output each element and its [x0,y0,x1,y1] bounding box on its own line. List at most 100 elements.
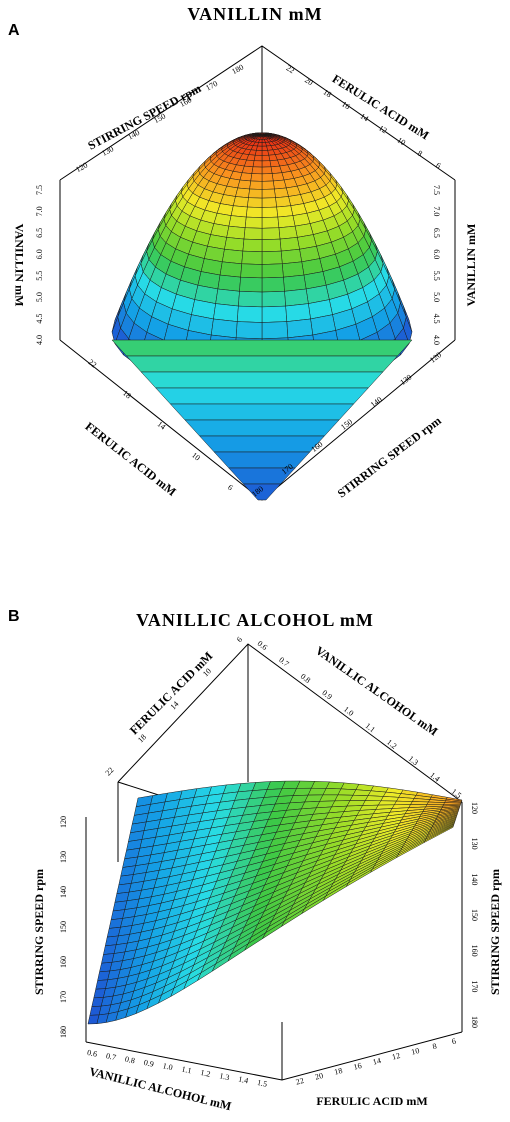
surface-cell [349,794,369,801]
left-tick-2: 140 [59,886,68,898]
surface-cell [270,165,283,174]
surface-cell [271,172,285,182]
surface-cell [239,276,263,293]
bottom-left-tick-6: 1.2 [200,1068,212,1079]
bottom-right-tick-4: 140 [369,395,384,409]
top-right-tick-8: 1.4 [428,770,441,783]
surface-cell [423,825,454,844]
surface-cell [248,188,263,199]
surface-cell [261,154,271,162]
surface-cell [238,291,263,308]
surface-front-band [126,355,398,373]
right-z-tick-4: 5.5 [432,271,441,281]
surface-cell [239,172,253,182]
right-z-tick-3: 6.0 [432,249,441,259]
top-right-tick-1: 20 [303,75,315,87]
bottom-right-tick-3: 16 [353,1061,363,1072]
bottom-right-tick-4: 14 [372,1056,382,1067]
surface-cell [261,173,274,182]
surface-cell [261,238,282,252]
panel-label-b: B [8,608,20,625]
surface-cell [352,789,372,796]
surface-cell [253,154,263,162]
surface-cell [261,321,289,340]
axis-label-left-z: VANILLIN mM [12,224,26,307]
surface-cell [261,291,286,308]
surface-cell [230,205,248,218]
right-z-tick-7: 4.0 [432,335,441,345]
surface-front-band [242,483,282,501]
surface-cell [286,318,314,339]
surface-cell [241,250,263,265]
surface-cell [261,206,279,218]
left-z-tick-2: 6.5 [35,228,44,238]
surface-cell [284,288,309,307]
surface-front-band [213,451,311,469]
surface-cell [261,180,275,190]
top-right-tick-0: 0.6 [256,639,269,652]
surface-cell [278,225,298,240]
bottom-left-tick-7: 1.3 [219,1071,231,1082]
surface-cell [224,237,245,252]
bottom-right-tick-8: 6 [451,1036,457,1046]
surface-cell [261,160,272,168]
surface-cell [261,188,276,199]
bottom-right-tick-3: 150 [339,417,354,431]
top-right-tick-4: 1.0 [342,705,355,718]
top-right-tick-7: 8 [416,149,424,159]
surface-cell [244,216,263,229]
chart-panel-b: B VANILLIC ALCOHOL mM 22 18 14 10 6 0.6 0.7 0.8… [0,590,510,1122]
surface-front-band [199,435,325,453]
right-z-tick-0: 7.5 [432,185,441,195]
surface-cell [410,801,429,805]
left-tick-5: 170 [59,991,68,1003]
top-right-tick-6: 1.2 [385,738,398,751]
surface-cell [280,248,303,265]
axis-label-bottom-left: FERULIC ACID mM [83,419,179,499]
surface-cell [210,318,238,339]
bottom-left-tick-3: 0.9 [143,1058,155,1069]
left-z-tick-6: 4.5 [35,314,44,324]
left-z-tick-5: 5.0 [35,292,44,302]
top-right-tick-4: 14 [359,111,371,123]
bottom-right-tick-5: 12 [391,1051,401,1062]
surface-cell [261,276,285,293]
bottom-left-tick-0: 22 [86,357,98,369]
top-right-tick-5: 12 [377,123,389,135]
bottom-right-tick-1: 20 [314,1071,324,1082]
surface-cell [426,801,446,805]
surface-cell [240,263,263,279]
surface-cell [261,263,284,279]
axis-label-top-left: STIRRING SPEED rpm [85,81,203,153]
surface-cell [261,250,283,265]
bottom-left-tick-1: 0.7 [105,1051,117,1062]
left-tick-3: 150 [59,921,68,933]
surface-cell [243,227,263,240]
surface-cell [235,321,263,340]
surface-cell [261,197,277,208]
bottom-right-tick-6: 120 [428,350,443,364]
axis-label-bottom-left: VANILLIC ALCOHOL mM [88,1064,233,1113]
top-right-tick-7: 1.3 [407,754,420,767]
bottom-right-tick-6: 10 [410,1046,420,1057]
top-left-tick-4: 6 [235,635,244,644]
right-tick-1: 130 [470,838,479,850]
surface-cell [215,288,240,307]
axis-label-right-z: VANILLIN mM [464,224,478,307]
bottom-left-tick-9: 1.5 [256,1078,268,1089]
surface-cell [256,145,263,151]
surface-cell [283,274,307,292]
surface-cell [219,261,243,278]
right-tick-0: 120 [470,802,479,814]
surface-front-band [184,419,340,437]
left-z-tick-3: 6.0 [35,249,44,259]
surface-cell [226,225,246,240]
surface-cell [213,303,239,322]
surface-cell [236,305,263,323]
axis-label-bottom-right: FERULIC ACID mM [316,1094,427,1108]
surface-cell [261,150,270,156]
chart-title-b: VANILLIC ALCOHOL mM [136,610,374,630]
chart-title-a: VANILLIN mM [187,4,323,24]
bottom-left-tick-5: 1.1 [181,1065,193,1076]
